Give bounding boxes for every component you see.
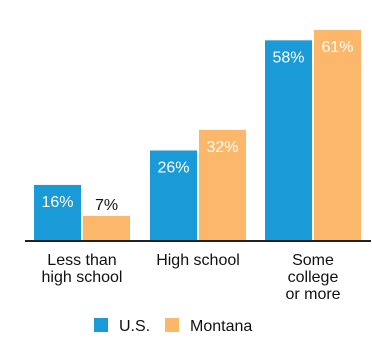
bar-us-1 bbox=[150, 150, 197, 240]
category-label-2-line-1: college bbox=[288, 269, 339, 286]
legend-label-us: U.S. bbox=[119, 318, 150, 335]
category-label-0-line-0: Less than bbox=[47, 252, 116, 269]
legend-label-montana: Montana bbox=[190, 318, 252, 335]
bars-group: 16% 7% 26% 32% 58% 61% bbox=[34, 30, 361, 241]
value-label-montana-1: 32% bbox=[206, 139, 238, 156]
legend: U.S. Montana bbox=[94, 318, 252, 335]
bar-montana-0 bbox=[83, 215, 130, 240]
legend-swatch-montana bbox=[165, 318, 179, 332]
bar-montana-1 bbox=[199, 129, 246, 240]
category-label-0-line-1: high school bbox=[42, 269, 123, 286]
category-label-2-line-2: or more bbox=[285, 286, 340, 303]
value-label-montana-2: 61% bbox=[321, 39, 353, 56]
category-label-2-line-0: Some bbox=[292, 252, 334, 269]
value-label-us-1: 26% bbox=[157, 159, 189, 176]
value-label-us-2: 58% bbox=[272, 49, 304, 66]
category-label-1-line-0: High school bbox=[156, 252, 240, 269]
value-label-us-0: 16% bbox=[41, 194, 73, 211]
value-label-montana-0: 7% bbox=[95, 197, 118, 214]
bar-montana-2 bbox=[314, 30, 361, 240]
bar-us-2 bbox=[265, 40, 312, 241]
legend-swatch-us bbox=[94, 318, 108, 332]
bar-us-0 bbox=[34, 184, 81, 240]
